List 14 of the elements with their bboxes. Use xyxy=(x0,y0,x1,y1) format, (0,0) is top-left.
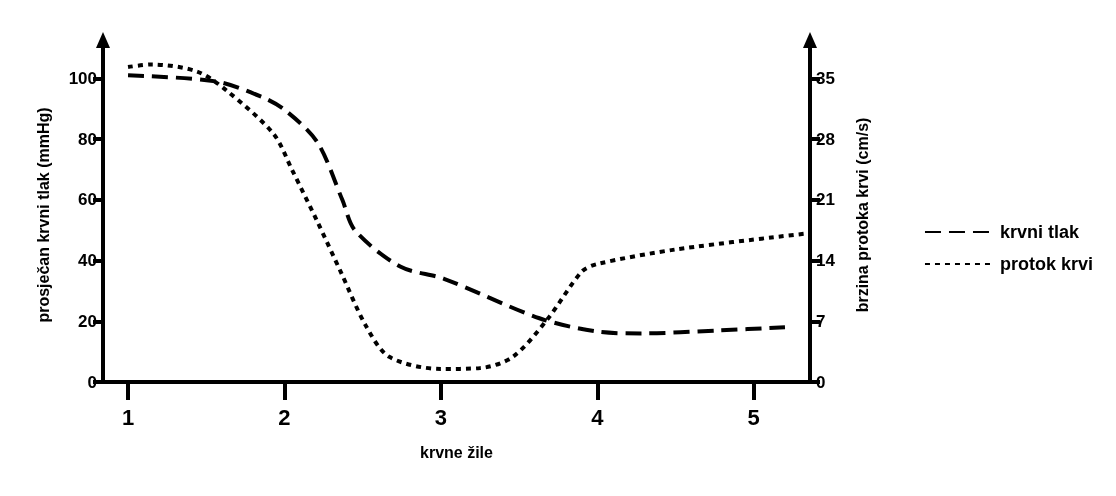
x-tick-label: 5 xyxy=(747,404,760,430)
y-axis-title: prosječan krvni tlak (mmHg) xyxy=(34,107,52,323)
x-tick-label: 3 xyxy=(434,404,447,430)
y2-tick-label: 14 xyxy=(816,251,836,271)
x-tick-label: 4 xyxy=(591,404,605,430)
x-tick-label: 1 xyxy=(121,404,135,430)
y2-tick-label: 21 xyxy=(816,190,835,210)
x-axis-title: krvne žile xyxy=(420,443,494,461)
x-tick-label: 2 xyxy=(278,404,291,430)
y2-axis-title: brzina protoka krvi (cm/s) xyxy=(853,117,871,313)
y2-tick-label: 35 xyxy=(816,68,835,88)
legend-label: protok krvi xyxy=(999,254,1094,274)
legend-label: krvni tlak xyxy=(999,222,1081,242)
y2-tick-label: 28 xyxy=(816,129,835,149)
